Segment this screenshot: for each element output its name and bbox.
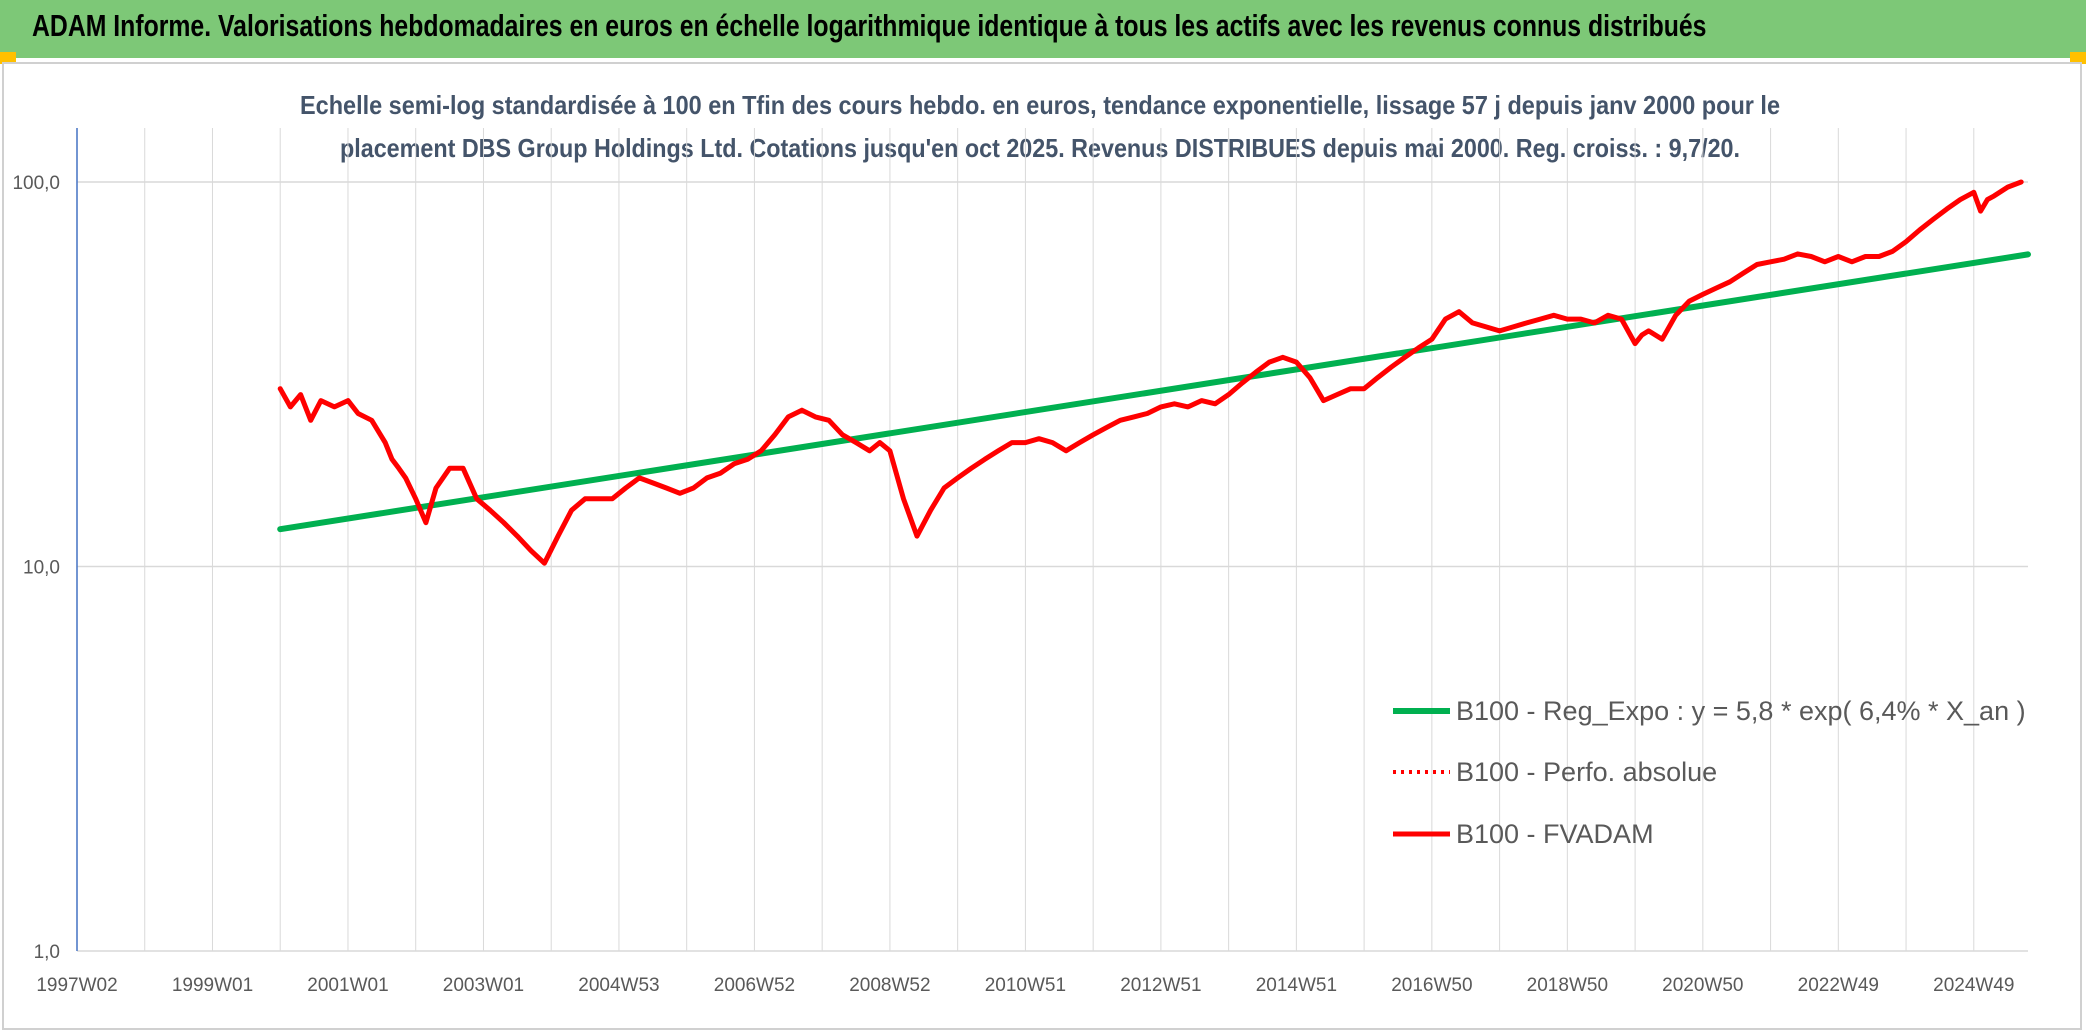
x-tick-label: 2022W49 [1798,975,1879,996]
chart-frame [2,62,2082,1030]
y-tick-label: 100,0 [12,173,60,194]
x-tick-label: 2016W50 [1391,975,1472,996]
corner-marker-right [2070,52,2086,64]
x-tick-label: 2020W50 [1662,975,1743,996]
series-layer [277,179,2031,566]
x-tick-label: 2010W51 [985,975,1066,996]
legend-label-2: B100 - FVADAM [1456,819,1654,849]
x-tick-label: 2012W51 [1120,975,1201,996]
page-title: ADAM Informe. Valorisations hebdomadaire… [32,8,1707,43]
series-line-2 [277,179,2024,566]
x-tick-label: 2006W52 [714,975,795,996]
header-bar: ADAM Informe. Valorisations hebdomadaire… [0,0,2086,58]
x-tick-label: 2003W01 [443,975,524,996]
corner-marker-left [0,52,16,64]
x-tick-label: 2001W01 [307,975,388,996]
series-line-0 [277,251,2031,533]
y-tick-label: 1,0 [34,942,60,963]
x-tick-label: 2024W49 [1933,975,2014,996]
x-tick-label: 2004W53 [578,975,659,996]
legend-label-0: B100 - Reg_Expo : y = 5,8 * exp( 6,4% * … [1456,696,2026,726]
y-tick-label: 10,0 [23,558,60,579]
legend: B100 - Reg_Expo : y = 5,8 * exp( 6,4% * … [1393,696,2026,849]
x-tick-label: 1997W02 [36,975,117,996]
chart-title-line-1: Echelle semi-log standardisée à 100 en T… [300,90,1780,120]
x-tick-label: 1999W01 [172,975,253,996]
x-tick-label: 2008W52 [849,975,930,996]
y-axis-labels: 1,0 10,0 100,0 [12,173,60,963]
chart-title-line-2: placement DBS Group Holdings Ltd. Cotati… [340,133,1740,163]
x-tick-label: 2014W51 [1256,975,1337,996]
y-gridlines [77,181,2028,952]
x-axis-labels: 1997W02 1999W01 2001W01 2003W01 2004W53 2006W… [36,975,2014,996]
x-gridlines [76,128,1975,951]
x-tick-label: 2018W50 [1527,975,1608,996]
legend-label-1: B100 - Perfo. absolue [1456,757,1717,787]
